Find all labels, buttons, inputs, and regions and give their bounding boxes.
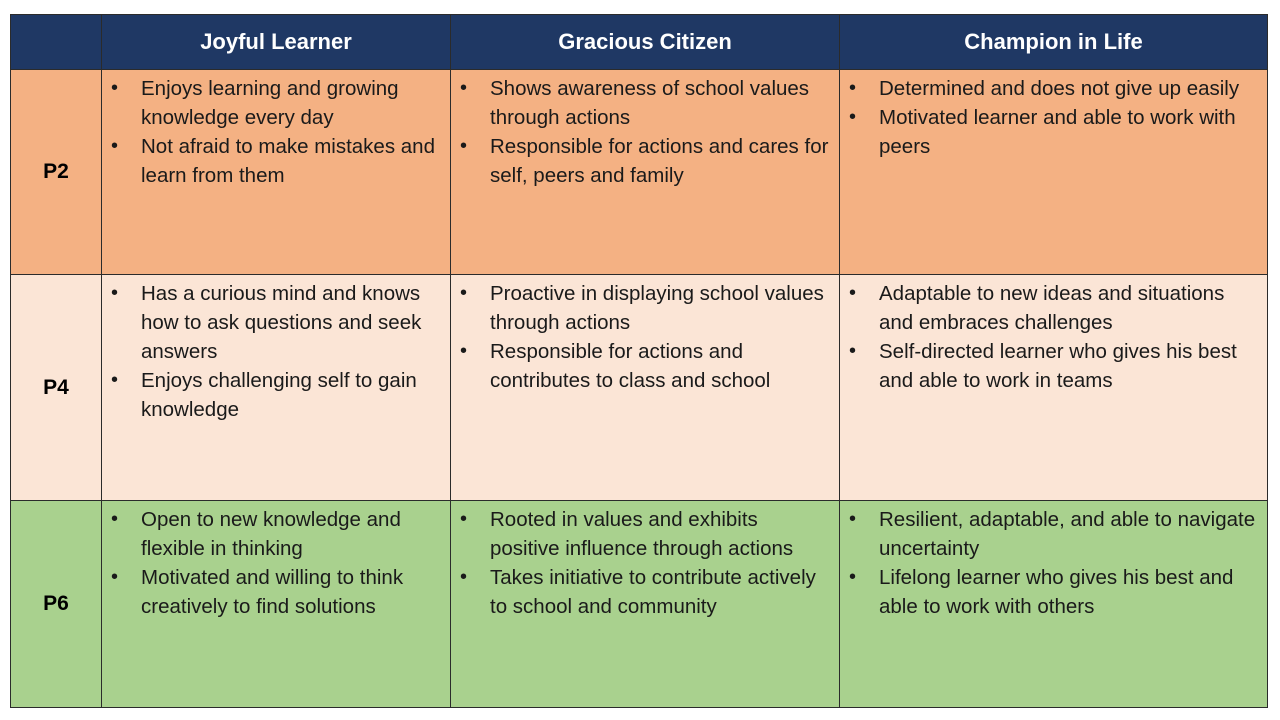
- bullet-list: Determined and does not give up easily M…: [840, 74, 1259, 161]
- header-corner: [10, 14, 102, 70]
- list-item: Resilient, adaptable, and able to naviga…: [849, 505, 1259, 563]
- list-item: Shows awareness of school values through…: [460, 74, 831, 132]
- list-item: Motivated and willing to think creativel…: [111, 563, 442, 621]
- cell-p4-joyful-learner: Has a curious mind and knows how to ask …: [101, 274, 451, 501]
- list-item: Enjoys learning and growing knowledge ev…: [111, 74, 442, 132]
- bullet-list: Shows awareness of school values through…: [451, 74, 831, 190]
- list-item: Self-directed learner who gives his best…: [849, 337, 1259, 395]
- list-item: Responsible for actions and cares for se…: [460, 132, 831, 190]
- header-joyful-learner: Joyful Learner: [101, 14, 451, 70]
- bullet-list: Enjoys learning and growing knowledge ev…: [102, 74, 442, 190]
- bullet-list: Has a curious mind and knows how to ask …: [102, 279, 442, 424]
- bullet-list: Rooted in values and exhibits positive i…: [451, 505, 831, 621]
- bullet-list: Open to new knowledge and flexible in th…: [102, 505, 442, 621]
- table-row-p6: P6 Open to new knowledge and flexible in…: [10, 500, 1268, 708]
- table-row-p4: P4 Has a curious mind and knows how to a…: [10, 274, 1268, 501]
- cell-p4-gracious-citizen: Proactive in displaying school values th…: [450, 274, 840, 501]
- list-item: Proactive in displaying school values th…: [460, 279, 831, 337]
- bullet-list: Proactive in displaying school values th…: [451, 279, 831, 395]
- cell-p6-joyful-learner: Open to new knowledge and flexible in th…: [101, 500, 451, 708]
- level-label: P6: [10, 500, 102, 708]
- list-item: Open to new knowledge and flexible in th…: [111, 505, 442, 563]
- list-item: Determined and does not give up easily: [849, 74, 1259, 103]
- cell-p2-gracious-citizen: Shows awareness of school values through…: [450, 69, 840, 275]
- cell-p4-champion-in-life: Adaptable to new ideas and situations an…: [839, 274, 1268, 501]
- list-item: Enjoys challenging self to gain knowledg…: [111, 366, 442, 424]
- list-item: Not afraid to make mistakes and learn fr…: [111, 132, 442, 190]
- bullet-list: Adaptable to new ideas and situations an…: [840, 279, 1259, 395]
- list-item: Motivated learner and able to work with …: [849, 103, 1259, 161]
- outcomes-table: Joyful Learner Gracious Citizen Champion…: [10, 14, 1268, 708]
- list-item: Responsible for actions and contributes …: [460, 337, 831, 395]
- cell-p6-gracious-citizen: Rooted in values and exhibits positive i…: [450, 500, 840, 708]
- level-label: P2: [10, 69, 102, 275]
- table-row-p2: P2 Enjoys learning and growing knowledge…: [10, 69, 1268, 275]
- header-row: Joyful Learner Gracious Citizen Champion…: [10, 14, 1268, 70]
- cell-p2-joyful-learner: Enjoys learning and growing knowledge ev…: [101, 69, 451, 275]
- list-item: Takes initiative to contribute actively …: [460, 563, 831, 621]
- list-item: Has a curious mind and knows how to ask …: [111, 279, 442, 366]
- cell-p6-champion-in-life: Resilient, adaptable, and able to naviga…: [839, 500, 1268, 708]
- header-champion-in-life: Champion in Life: [839, 14, 1268, 70]
- header-gracious-citizen: Gracious Citizen: [450, 14, 840, 70]
- list-item: Lifelong learner who gives his best and …: [849, 563, 1259, 621]
- cell-p2-champion-in-life: Determined and does not give up easily M…: [839, 69, 1268, 275]
- list-item: Adaptable to new ideas and situations an…: [849, 279, 1259, 337]
- bullet-list: Resilient, adaptable, and able to naviga…: [840, 505, 1259, 621]
- level-label: P4: [10, 274, 102, 501]
- list-item: Rooted in values and exhibits positive i…: [460, 505, 831, 563]
